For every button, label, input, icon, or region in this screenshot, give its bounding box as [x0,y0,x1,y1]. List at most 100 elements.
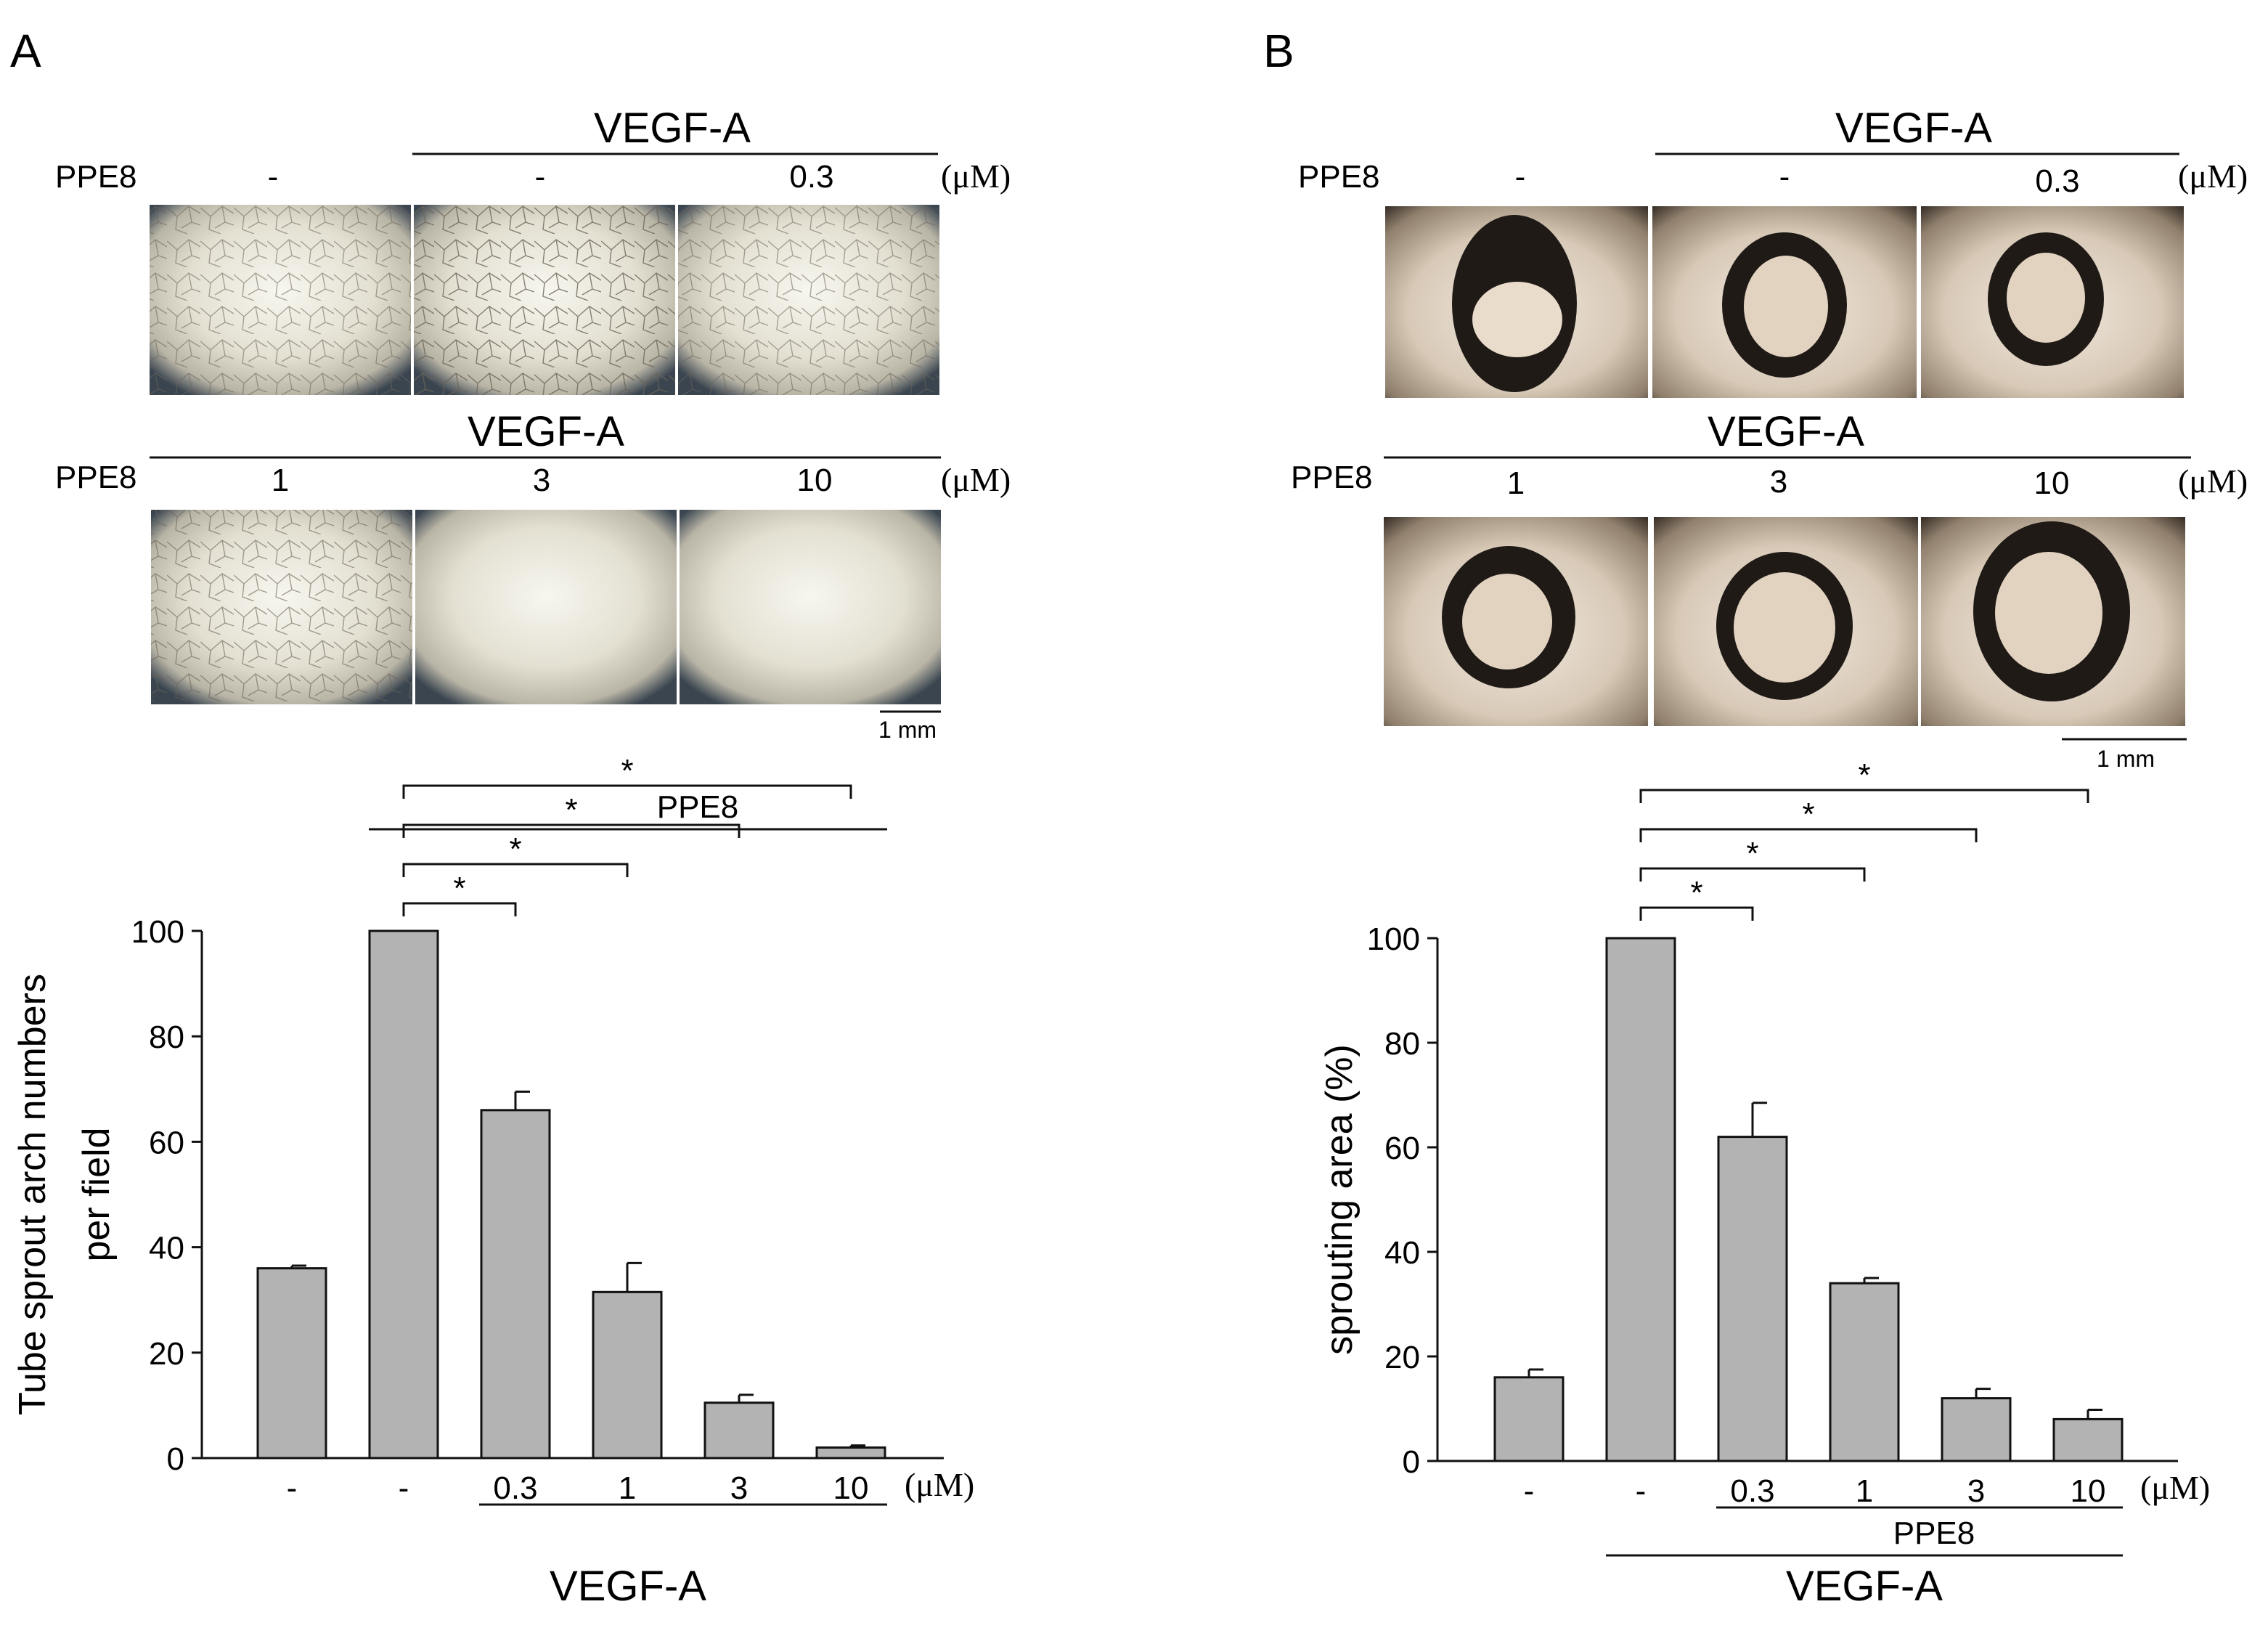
b-bar-1 [1493,1376,1565,1462]
a-row2-images [151,510,941,704]
a-bar-5 [703,1401,775,1460]
b-significance-bracket-4 [1639,789,2089,803]
b-y-tick-label: 20 [1384,1340,1420,1375]
a-image-ppe8-3 [415,510,677,704]
b-row1-unit: (μM) [2178,158,2248,195]
a-ppe8-group-label: PPE8 [657,789,739,825]
b-y-tick-label: 60 [1384,1131,1420,1166]
b-y-axis-label: sprouting area (%) [1318,1044,1361,1355]
a-bar-1 [256,1267,327,1460]
b-significance-bracket-1 [1639,906,1754,921]
b-row1-images [1385,206,2184,398]
a-row1-dose-1: - [268,159,279,195]
a-significance-star-1: * [453,871,465,906]
a-image-control [150,205,411,395]
b-bar-5 [1941,1397,2012,1462]
a-y-tick-label: 20 [149,1336,184,1372]
a-row2-group-label: VEGF-A [468,408,624,455]
a-x-tick-label-5: 3 [730,1470,748,1506]
b-y-tick-label: 80 [1384,1026,1420,1062]
a-image-vegf-ppe8-0.3 [678,205,939,395]
b-row2-dose-2: 3 [1770,464,1787,500]
b-row2-dose-3: 10 [2034,465,2070,501]
b-image-vegf-ppe8-0.3 [1921,206,2184,398]
a-x-tick-label-6: 10 [833,1470,869,1506]
b-row2-dose-1: 1 [1507,465,1525,501]
b-row2-ppe8-label: PPE8 [1291,460,1373,495]
b-row1-group-label: VEGF-A [1835,105,1992,152]
b-row2-unit: (μM) [2178,463,2248,500]
a-vegf-group-label: VEGF-A [550,1563,706,1610]
a-bar-2 [368,929,439,1460]
a-bar-3 [480,1109,551,1460]
b-y-tick-label: 100 [1367,921,1420,957]
b-row1-ppe8-label: PPE8 [1298,159,1380,195]
a-x-unit: (μM) [905,1466,974,1503]
b-image-ppe8-1 [1384,517,1648,726]
a-bar-6 [815,1446,886,1460]
b-x-tick-label-4: 1 [1856,1473,1873,1509]
b-image-vegf [1652,206,1917,398]
a-significance-star-2: * [509,831,521,867]
b-significance-star-4: * [1858,757,1870,793]
a-row2-dose-2: 3 [533,463,550,498]
b-significance-bracket-2 [1639,867,1866,882]
b-x-tick-label-5: 3 [1967,1473,1985,1509]
a-row2-unit: (μM) [941,461,1011,498]
a-y-tick-label: 60 [149,1125,184,1160]
a-bar-4 [592,1290,663,1460]
a-row1-images [150,205,939,395]
b-bar-3 [1717,1136,1788,1462]
b-x-tick-label-6: 10 [2071,1473,2106,1509]
a-row2-dose-3: 10 [797,463,833,498]
b-significance-star-2: * [1746,836,1758,871]
b-bar-4 [1829,1282,1900,1462]
b-significance-star-1: * [1690,875,1702,911]
b-row1-dose-1: - [1515,159,1526,195]
a-y-tick-label: 40 [149,1231,184,1266]
b-x-tick-label-3: 0.3 [1730,1473,1774,1509]
chart-b: 0 20 40 60 80 100 sprouting area (%) - - 0.3 1 3 10 (… [1318,757,2210,1610]
b-y-tick-label: 0 [1403,1444,1420,1480]
a-y-tick-label: 100 [131,914,184,950]
a-image-ppe8-10 [680,510,941,704]
a-significance-bracket-4 [402,784,852,799]
a-row1-ppe8-label: PPE8 [55,159,137,195]
b-row2-group-label: VEGF-A [1708,408,1864,455]
a-row1-dose-2: - [535,159,546,195]
a-significance-bracket-3 [402,823,741,838]
b-image-control [1385,206,1648,398]
a-y-axis-label: Tube sprout arch numbers [12,974,54,1415]
panel-letter-b: B [1263,25,1294,77]
b-row2-images [1384,517,2185,726]
a-row2-ppe8-label: PPE8 [55,460,137,495]
a-x-tick-label-1: - [287,1470,298,1506]
a-x-tick-label-2: - [399,1470,409,1506]
b-bar-2 [1605,937,1676,1462]
b-vegf-group-label: VEGF-A [1786,1563,1943,1610]
b-image-ppe8-3 [1654,517,1918,726]
a-row1-unit: (μM) [941,158,1011,195]
a-x-tick-label-4: 1 [619,1470,636,1506]
b-significance-bracket-3 [1639,828,1978,842]
b-x-unit: (μM) [2140,1469,2210,1506]
b-bar-6 [2052,1417,2124,1462]
b-x-tick-label-2: - [1636,1473,1647,1509]
a-row1-group-label: VEGF-A [594,105,751,152]
b-scale-bar-label: 1 mm [2097,746,2155,772]
a-y-axis-label: per field [76,1128,118,1262]
b-significance-star-3: * [1802,797,1814,832]
a-row2-dose-1: 1 [272,463,289,498]
b-image-ppe8-10 [1921,517,2185,726]
a-row1-dose-3: 0.3 [789,159,833,195]
panel-letter-a: A [10,25,41,77]
b-row1-dose-3: 0.3 [2035,163,2079,199]
a-significance-bracket-2 [402,863,629,877]
b-y-tick-label: 40 [1384,1235,1420,1271]
a-significance-bracket-1 [402,902,517,916]
a-y-tick-label: 0 [167,1441,184,1477]
a-image-ppe8-1 [151,510,412,704]
a-y-tick-label: 80 [149,1019,184,1055]
chart-a: 0 20 40 60 80 100 Tube sprout arch numbers per … [12,753,974,1610]
